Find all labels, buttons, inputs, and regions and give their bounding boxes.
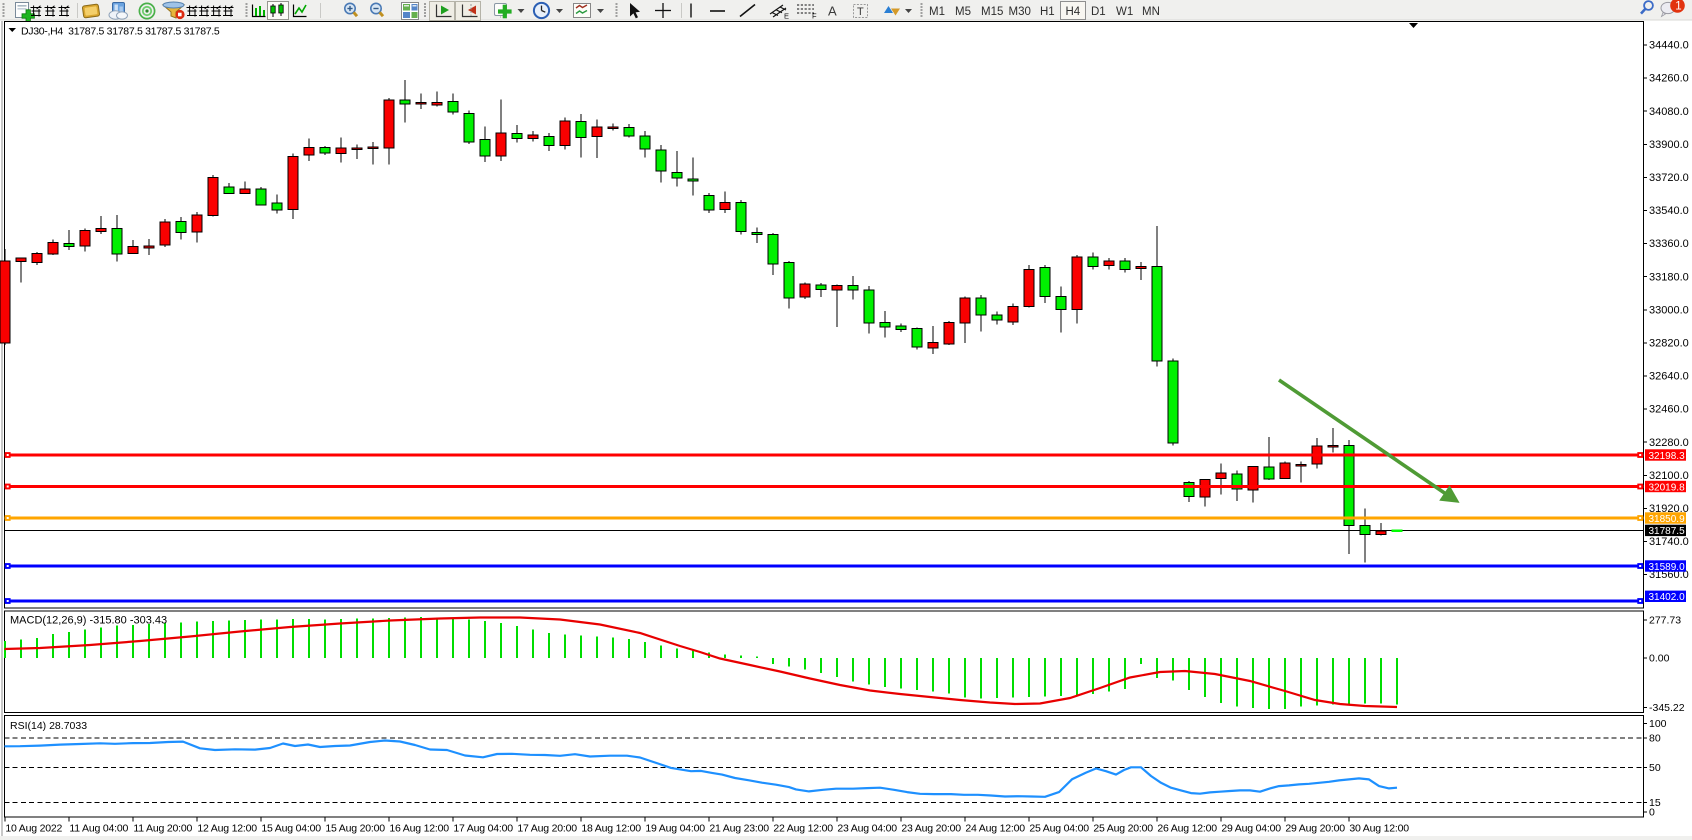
svg-text:29 Aug 20:00: 29 Aug 20:00 [1285,823,1345,835]
svg-text:100: 100 [1649,718,1667,730]
svg-text:RSI(14) 28.7033: RSI(14) 28.7033 [10,720,87,732]
svg-text:32100.0: 32100.0 [1649,470,1689,482]
svg-text:M15: M15 [981,6,1003,18]
svg-text:31850.9: 31850.9 [1649,514,1686,525]
svg-text:33000.0: 33000.0 [1649,304,1689,316]
svg-text:D1: D1 [1091,6,1106,18]
svg-text:31402.0: 31402.0 [1649,592,1686,603]
svg-text:W1: W1 [1116,6,1133,18]
svg-text:F: F [812,12,817,21]
svg-text:31787.5: 31787.5 [1649,526,1686,537]
svg-text:A: A [828,4,837,19]
svg-text:15 Aug 20:00: 15 Aug 20:00 [325,823,385,835]
svg-text:19 Aug 04:00: 19 Aug 04:00 [645,823,705,835]
svg-text:M1: M1 [929,6,945,18]
svg-text:DJ30-,H4 31787.5 31787.5 3178: DJ30-,H4 31787.5 31787.5 31787.5 31787.5 [21,26,220,38]
svg-text:17 Aug 04:00: 17 Aug 04:00 [453,823,513,835]
svg-text:33720.0: 33720.0 [1649,172,1689,184]
svg-text:32019.8: 32019.8 [1649,482,1686,493]
svg-text:10 Aug 2022: 10 Aug 2022 [5,823,62,835]
svg-text:0: 0 [1649,807,1655,819]
svg-text:31560.0: 31560.0 [1649,569,1689,581]
svg-text:16 Aug 12:00: 16 Aug 12:00 [389,823,449,835]
svg-text:80: 80 [1649,733,1661,745]
svg-text:33360.0: 33360.0 [1649,238,1689,250]
svg-text:11 Aug 20:00: 11 Aug 20:00 [133,823,192,835]
svg-text:-345.22: -345.22 [1649,702,1685,714]
svg-text:33900.0: 33900.0 [1649,139,1689,151]
svg-text:32640.0: 32640.0 [1649,371,1689,383]
svg-text:34260.0: 34260.0 [1649,73,1689,85]
svg-text:17 Aug 20:00: 17 Aug 20:00 [517,823,577,835]
svg-text:H1: H1 [1040,6,1055,18]
svg-text:31920.0: 31920.0 [1649,503,1689,515]
svg-text:29 Aug 04:00: 29 Aug 04:00 [1221,823,1281,835]
svg-text:M5: M5 [955,6,971,18]
svg-text:31589.0: 31589.0 [1649,562,1686,573]
svg-text:15 Aug 04:00: 15 Aug 04:00 [261,823,321,835]
svg-text:E: E [784,12,789,21]
svg-text:MACD(12,26,9) -315.80 -303.43: MACD(12,26,9) -315.80 -303.43 [10,615,167,627]
svg-text:31740.0: 31740.0 [1649,536,1689,548]
svg-text:23 Aug 20:00: 23 Aug 20:00 [901,823,961,835]
svg-text:18 Aug 12:00: 18 Aug 12:00 [581,823,641,835]
svg-text:24 Aug 12:00: 24 Aug 12:00 [965,823,1025,835]
svg-text:25 Aug 04:00: 25 Aug 04:00 [1029,823,1089,835]
svg-text:25 Aug 20:00: 25 Aug 20:00 [1093,823,1153,835]
svg-text:11 Aug 04:00: 11 Aug 04:00 [69,823,128,835]
svg-text:12 Aug 12:00: 12 Aug 12:00 [197,823,257,835]
svg-text:22 Aug 12:00: 22 Aug 12:00 [773,823,833,835]
svg-text:32820.0: 32820.0 [1649,338,1689,350]
svg-text:T: T [857,6,864,18]
svg-text:33180.0: 33180.0 [1649,271,1689,283]
svg-text:0.00: 0.00 [1649,653,1670,665]
svg-text:H4: H4 [1066,6,1081,18]
svg-text:33540.0: 33540.0 [1649,205,1689,217]
svg-text:15: 15 [1649,797,1661,809]
svg-text:34440.0: 34440.0 [1649,40,1689,52]
svg-text:277.73: 277.73 [1649,615,1681,627]
svg-text:MN: MN [1142,6,1160,18]
svg-text:32280.0: 32280.0 [1649,437,1689,449]
svg-text:26 Aug 12:00: 26 Aug 12:00 [1157,823,1217,835]
svg-text:1: 1 [1675,1,1681,13]
svg-text:21 Aug 23:00: 21 Aug 23:00 [709,823,769,835]
svg-text:M30: M30 [1009,6,1031,18]
svg-text:32198.3: 32198.3 [1649,451,1686,462]
svg-text:50: 50 [1649,762,1661,774]
svg-text:23 Aug 04:00: 23 Aug 04:00 [837,823,897,835]
svg-text:32460.0: 32460.0 [1649,404,1689,416]
svg-text:34080.0: 34080.0 [1649,106,1689,118]
svg-text:30 Aug 12:00: 30 Aug 12:00 [1349,823,1409,835]
